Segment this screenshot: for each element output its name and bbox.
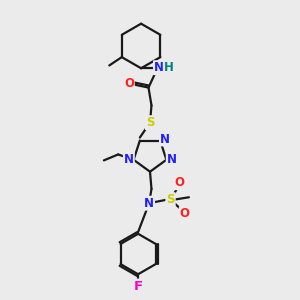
Text: N: N	[167, 153, 177, 166]
Text: N: N	[144, 197, 154, 210]
Text: O: O	[124, 76, 134, 90]
Text: N: N	[124, 153, 134, 166]
Text: F: F	[134, 280, 143, 292]
Text: O: O	[180, 207, 190, 220]
Text: H: H	[164, 61, 174, 74]
Text: N: N	[154, 61, 164, 74]
Text: O: O	[175, 176, 185, 189]
Text: N: N	[160, 133, 170, 146]
Text: S: S	[146, 116, 154, 129]
Text: S: S	[166, 193, 175, 206]
